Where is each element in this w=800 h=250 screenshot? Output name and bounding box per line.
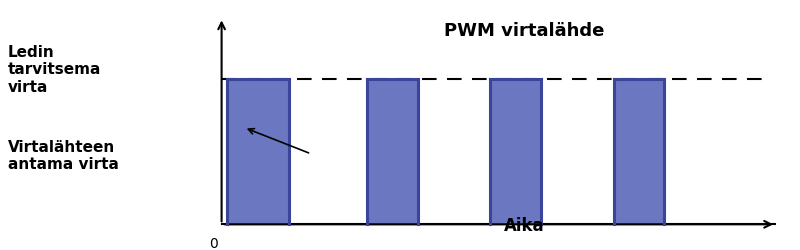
Polygon shape [614, 79, 664, 224]
Text: PWM virtalähde: PWM virtalähde [444, 22, 604, 40]
Text: 0: 0 [209, 238, 218, 250]
Polygon shape [367, 79, 418, 224]
Text: Virtalähteen
antama virta: Virtalähteen antama virta [8, 140, 119, 172]
Polygon shape [227, 79, 289, 224]
Polygon shape [490, 79, 541, 224]
Text: Ledin
tarvitsema
virta: Ledin tarvitsema virta [8, 45, 102, 95]
Text: Aika: Aika [504, 217, 544, 235]
